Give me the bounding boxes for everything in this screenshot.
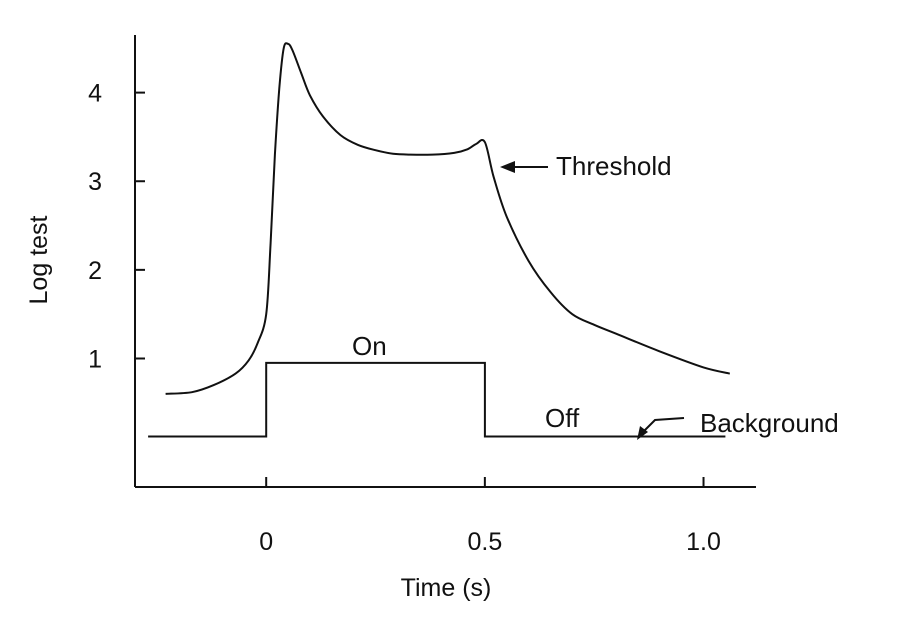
x-tick-label: 1.0	[686, 528, 721, 556]
y-axis-title: Log test	[25, 215, 53, 304]
background-annotation-label: Background	[700, 408, 839, 438]
threshold-annotation-label: Threshold	[556, 151, 672, 181]
threshold-annotation-arrowhead	[500, 161, 515, 173]
y-tick-label: 2	[88, 257, 102, 285]
x-tick-label: 0.5	[467, 528, 502, 556]
ticks: 0 0.5 1.0 1 2 3 4	[88, 80, 721, 556]
background-annotation-arrowhead	[637, 426, 648, 440]
threshold-series-line	[165, 42, 731, 395]
series-layer	[148, 42, 731, 438]
background-series-line	[148, 361, 726, 438]
off-label: Off	[545, 403, 580, 433]
x-tick-label: 0	[259, 528, 273, 556]
background-annotation-arrow-shaft	[640, 417, 685, 435]
y-tick-label: 4	[88, 80, 102, 108]
on-label: On	[352, 331, 387, 361]
axes	[134, 35, 756, 488]
x-axis-title: Time (s)	[401, 574, 492, 602]
y-tick-label: 3	[88, 168, 102, 196]
annotations: Threshold Background On Off	[352, 151, 839, 440]
y-tick-label: 1	[88, 345, 102, 373]
